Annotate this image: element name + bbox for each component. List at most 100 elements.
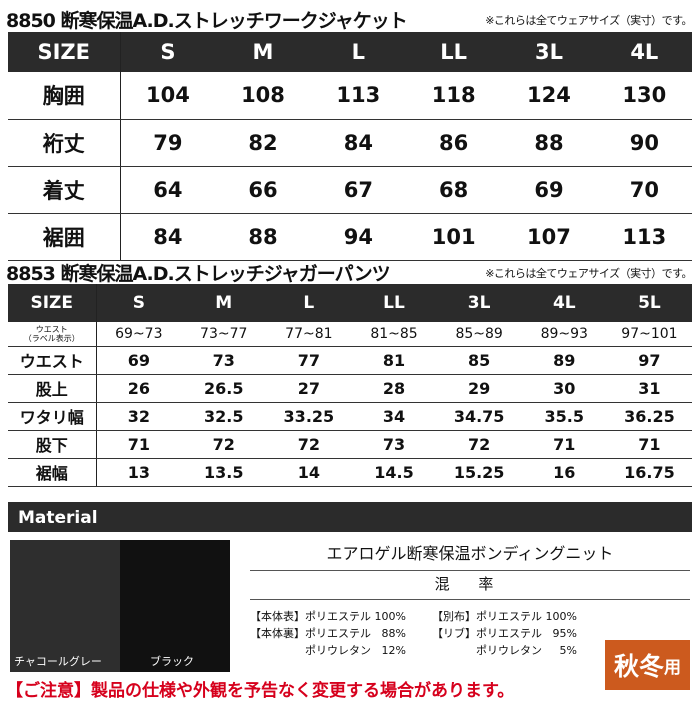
cell-value: 30 bbox=[521, 374, 607, 403]
season-badge: 秋冬用 bbox=[605, 640, 690, 690]
size-col-header: L bbox=[310, 32, 406, 72]
cell-value: 89~93 bbox=[521, 322, 607, 347]
table-row: 裾幅 13 13.5 14 14.5 15.25 16 16.75 bbox=[8, 458, 692, 487]
cell-value: 81~85 bbox=[351, 322, 437, 347]
fabric-name: エアロゲル断寒保温ボンディングニット bbox=[250, 540, 690, 571]
cell-value: 79 bbox=[120, 119, 216, 167]
composition-left: 【本体表】ポリエステル 100% 【本体裏】ポリエステル 88% ポリウレタン … bbox=[250, 610, 406, 657]
cell-value: 84 bbox=[120, 213, 216, 261]
cell-value: 13.5 bbox=[181, 458, 267, 487]
cell-value: 15.25 bbox=[436, 458, 522, 487]
cell-value: 70 bbox=[596, 166, 692, 214]
cell-value: 118 bbox=[405, 72, 502, 120]
row-label: 裾幅 bbox=[8, 458, 97, 487]
label-text: （ラベル表示） bbox=[23, 333, 80, 343]
cell-value: 86 bbox=[405, 119, 502, 167]
size-col-header: L bbox=[266, 284, 352, 322]
cell-value: 130 bbox=[596, 72, 692, 120]
cell-value: 88 bbox=[501, 119, 597, 167]
cell-value: 68 bbox=[405, 166, 502, 214]
table-row: 裄丈 79 82 84 86 88 90 bbox=[8, 119, 692, 167]
cell-value: 85 bbox=[436, 346, 522, 375]
label-text: ウエスト bbox=[35, 324, 68, 334]
cell-value: 104 bbox=[120, 72, 216, 120]
cell-value: 124 bbox=[501, 72, 597, 120]
jacket-note: ※これらは全てウェアサイズ（実寸）です。 bbox=[485, 14, 692, 27]
badge-main: 秋冬 bbox=[613, 652, 664, 681]
label-size-row: ウエスト （ラベル表示） 69~73 73~77 77~81 81~85 85~89 89~9… bbox=[8, 322, 692, 347]
row-label: 股下 bbox=[8, 430, 97, 459]
cell-value: 29 bbox=[436, 374, 522, 403]
cell-value: 14 bbox=[266, 458, 352, 487]
cell-value: 77 bbox=[266, 346, 352, 375]
cell-value: 69 bbox=[96, 346, 182, 375]
cell-value: 64 bbox=[120, 166, 216, 214]
cell-value: 36.25 bbox=[606, 402, 692, 431]
cell-value: 72 bbox=[436, 430, 522, 459]
size-header: SIZE bbox=[8, 284, 97, 322]
table-row: 股下 71 72 72 73 72 71 71 bbox=[8, 430, 692, 459]
cell-value: 85~89 bbox=[436, 322, 522, 347]
size-header: SIZE bbox=[8, 32, 121, 72]
table-row: 裾囲 84 88 94 101 107 113 bbox=[8, 213, 692, 261]
cell-value: 16.75 bbox=[606, 458, 692, 487]
row-label: 裾囲 bbox=[8, 213, 121, 261]
cell-value: 71 bbox=[96, 430, 182, 459]
size-col-header: S bbox=[96, 284, 182, 322]
cell-value: 66 bbox=[215, 166, 311, 214]
label-size-label: ウエスト （ラベル表示） bbox=[8, 322, 97, 347]
size-col-header: 3L bbox=[501, 32, 597, 72]
cell-value: 73 bbox=[351, 430, 437, 459]
cell-value: 69~73 bbox=[96, 322, 182, 347]
cell-value: 67 bbox=[310, 166, 406, 214]
cell-value: 71 bbox=[521, 430, 607, 459]
pants-size-table: SIZE S M L LL 3L 4L 5L ウエスト （ラベル表示） 69~73 73~77 77~… bbox=[8, 284, 692, 487]
cell-value: 82 bbox=[215, 119, 311, 167]
cell-value: 69 bbox=[501, 166, 597, 214]
cell-value: 35.5 bbox=[521, 402, 607, 431]
cell-value: 16 bbox=[521, 458, 607, 487]
size-col-header: 4L bbox=[596, 32, 692, 72]
cell-value: 97~101 bbox=[606, 322, 692, 347]
cell-value: 13 bbox=[96, 458, 182, 487]
material-heading: Material bbox=[8, 502, 692, 532]
size-col-header: 5L bbox=[606, 284, 692, 322]
cell-value: 34 bbox=[351, 402, 437, 431]
cell-value: 14.5 bbox=[351, 458, 437, 487]
row-label: 胸囲 bbox=[8, 72, 121, 120]
composition-right: 【別布】ポリエステル 100% 【リブ】ポリエステル 95% ポリウレタン 5% bbox=[432, 610, 577, 657]
cell-value: 77~81 bbox=[266, 322, 352, 347]
cell-value: 88 bbox=[215, 213, 311, 261]
pants-title: 8853 断寒保温A.D.ストレッチジャガーパンツ bbox=[6, 263, 391, 285]
mix-label: 混 率 bbox=[250, 570, 690, 600]
cell-value: 32 bbox=[96, 402, 182, 431]
cell-value: 31 bbox=[606, 374, 692, 403]
cell-value: 73~77 bbox=[181, 322, 267, 347]
size-col-header: 3L bbox=[436, 284, 522, 322]
row-label: ワタリ幅 bbox=[8, 402, 97, 431]
jacket-title: 8850 断寒保温A.D.ストレッチワークジャケット bbox=[6, 10, 408, 32]
row-label: 裄丈 bbox=[8, 119, 121, 167]
size-col-header: 4L bbox=[521, 284, 607, 322]
cell-value: 26.5 bbox=[181, 374, 267, 403]
size-col-header: M bbox=[215, 32, 311, 72]
size-col-header: LL bbox=[405, 32, 502, 72]
cell-value: 73 bbox=[181, 346, 267, 375]
table-row: 着丈 64 66 67 68 69 70 bbox=[8, 166, 692, 214]
cell-value: 34.75 bbox=[436, 402, 522, 431]
jacket-size-table: SIZE S M L LL 3L 4L 胸囲 104 108 113 118 124 130 裄丈 79 82 8… bbox=[8, 32, 692, 261]
cell-value: 84 bbox=[310, 119, 406, 167]
black-swatch: ブラック bbox=[120, 540, 230, 672]
size-col-header: M bbox=[181, 284, 267, 322]
cell-value: 108 bbox=[215, 72, 311, 120]
caution-text: 【ご注意】製品の仕様や外観を予告なく変更する場合があります。 bbox=[6, 681, 515, 701]
cell-value: 94 bbox=[310, 213, 406, 261]
cell-value: 97 bbox=[606, 346, 692, 375]
row-label: 股上 bbox=[8, 374, 97, 403]
cell-value: 27 bbox=[266, 374, 352, 403]
cell-value: 72 bbox=[266, 430, 352, 459]
table-row: 股上 26 26.5 27 28 29 30 31 bbox=[8, 374, 692, 403]
row-label: 着丈 bbox=[8, 166, 121, 214]
charcoal-swatch: チャコールグレー bbox=[10, 540, 120, 672]
cell-value: 107 bbox=[501, 213, 597, 261]
